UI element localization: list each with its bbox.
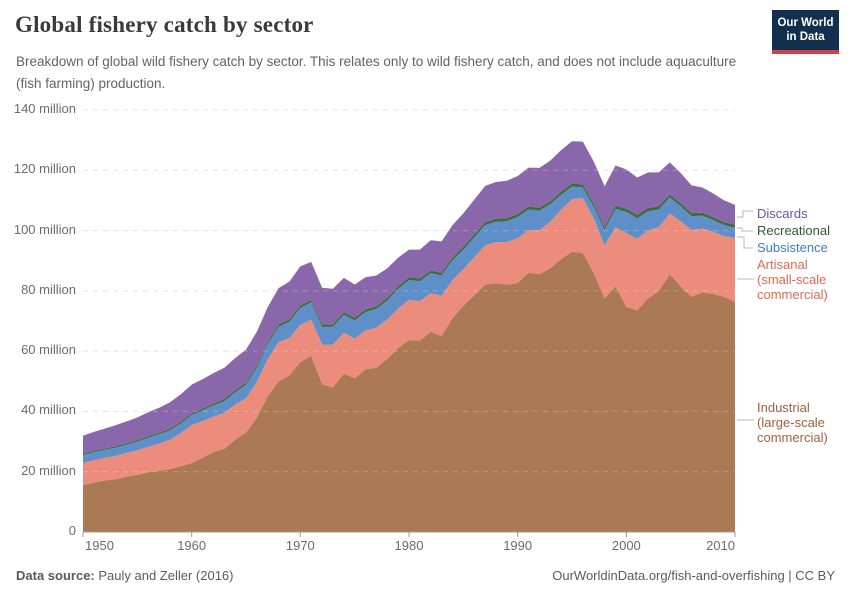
owid-logo: Our World in Data xyxy=(772,10,839,54)
legend-item-recreational[interactable]: Recreational xyxy=(757,223,830,238)
legend-label: commercial) xyxy=(757,287,828,302)
legend-label: Recreational xyxy=(757,223,830,238)
y-axis-label: 20 million xyxy=(21,462,76,478)
legend-connector-subsistence xyxy=(737,236,753,249)
legend-item-artisanal[interactable]: Artisanal (small-scale commercial) xyxy=(757,257,828,302)
y-axis-label: 140 million xyxy=(13,101,76,116)
x-axis-label: 1960 xyxy=(177,538,207,553)
gridlines-overlay xyxy=(83,109,735,473)
area-series xyxy=(83,141,735,454)
chart-areas[interactable] xyxy=(83,141,735,532)
legend-connector-discards xyxy=(737,210,753,218)
y-axis-label: 0 xyxy=(68,523,76,538)
area-series xyxy=(83,251,735,532)
x-axis-label: 2010 xyxy=(706,538,735,553)
legend-label: (small-scale xyxy=(757,272,827,287)
y-axis-label: 120 million xyxy=(13,161,76,177)
legend-connectors xyxy=(737,210,754,421)
data-source-note: Data source: Pauly and Zeller (2016) xyxy=(16,568,234,583)
page-title: Global fishery catch by sector xyxy=(15,12,314,37)
owid-attribution-link[interactable]: OurWorldinData.org/fish-and-overfishing … xyxy=(552,568,835,583)
legend-label: Subsistence xyxy=(757,240,828,255)
legend-label: Industrial xyxy=(757,400,810,415)
area-series xyxy=(83,186,735,463)
x-axis-label: 1980 xyxy=(394,538,424,553)
legend-connector-recreational xyxy=(737,227,753,232)
y-axis-label: 40 million xyxy=(21,402,76,418)
y-axis-label: 100 million xyxy=(13,221,76,237)
y-axis-label: 60 million xyxy=(21,342,76,358)
owid-logo-line2: in Data xyxy=(786,31,825,43)
owid-logo-line1: Our World xyxy=(777,16,834,29)
legend-item-industrial[interactable]: Industrial (large-scale commercial) xyxy=(757,400,828,445)
legend-item-discards[interactable]: Discards xyxy=(757,206,808,221)
chart-subtitle: Breakdown of global wild fishery catch b… xyxy=(16,54,737,91)
x-axis xyxy=(82,531,736,537)
y-axis-label: 80 million xyxy=(21,281,76,297)
area-series xyxy=(83,198,735,485)
legend-item-subsistence[interactable]: Subsistence xyxy=(757,240,828,255)
x-axis-label: 1950 xyxy=(85,538,114,553)
legend-label: (large-scale xyxy=(757,415,825,430)
data-source-value: Pauly and Zeller (2016) xyxy=(94,568,234,583)
x-axis-label: 1970 xyxy=(285,538,315,553)
legend-label: Discards xyxy=(757,206,808,221)
data-source-label: Data source: xyxy=(16,568,95,583)
x-axis-label: 2000 xyxy=(611,538,641,553)
legend-label: commercial) xyxy=(757,430,828,445)
legend-label: Artisanal xyxy=(757,257,808,272)
x-axis-label: 1990 xyxy=(503,538,533,553)
